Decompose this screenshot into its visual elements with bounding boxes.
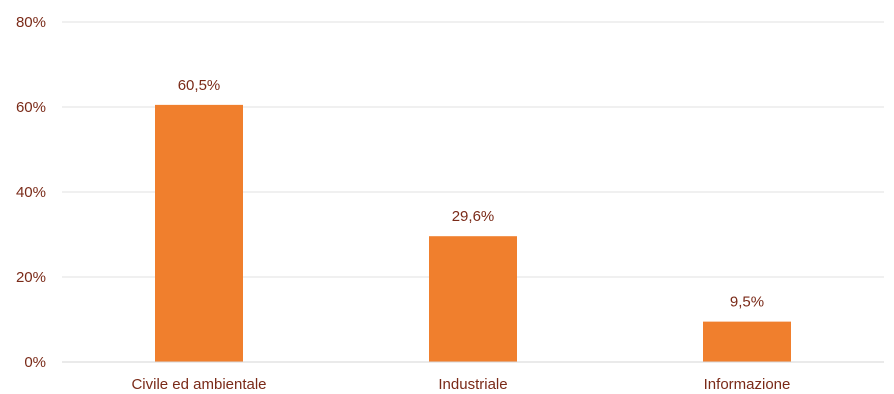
- data-label: 9,5%: [730, 294, 764, 311]
- category-label: Industriale: [438, 376, 507, 393]
- data-labels: 60,5% 29,6% 9,5%: [178, 77, 764, 311]
- x-axis-category-labels: Civile ed ambientale Industriale Informazi…: [131, 376, 790, 393]
- y-tick-label: 80%: [16, 14, 46, 31]
- y-tick-label: 0%: [24, 354, 46, 371]
- data-label: 60,5%: [178, 77, 221, 94]
- bars: [155, 104, 791, 362]
- data-label: 29,6%: [452, 208, 495, 225]
- y-tick-label: 40%: [16, 184, 46, 201]
- y-tick-label: 60%: [16, 99, 46, 116]
- category-label: Informazione: [704, 376, 791, 393]
- y-axis-tick-labels: 0% 20% 40% 60% 80%: [16, 14, 46, 371]
- bar: [155, 104, 243, 362]
- y-tick-label: 20%: [16, 269, 46, 286]
- category-label: Civile ed ambientale: [131, 376, 266, 393]
- bar: [703, 321, 791, 362]
- bar: [429, 236, 517, 362]
